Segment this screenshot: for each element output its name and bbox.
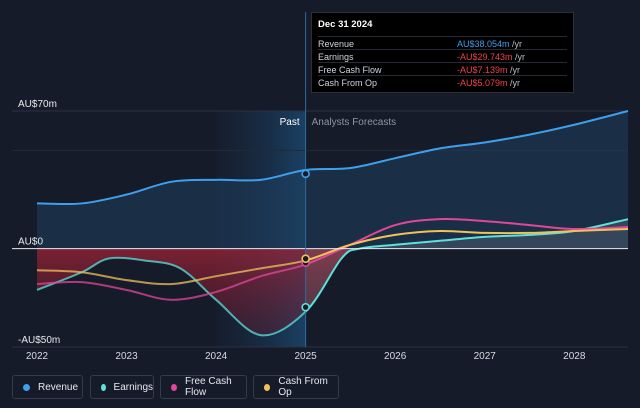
legend-item-revenue[interactable]: Revenue — [12, 375, 83, 399]
tooltip-value: -AU$7.139m /yr — [457, 65, 521, 75]
x-tick-label: 2024 — [205, 351, 228, 362]
tooltip-label: Free Cash Flow — [318, 65, 382, 75]
past-label: Past — [280, 117, 300, 128]
series-areas — [37, 111, 628, 336]
revenue-marker — [301, 169, 310, 179]
x-tick-label: 2028 — [563, 351, 586, 362]
tooltip-row-free-cash-flow: Free Cash Flow -AU$7.139m /yr — [318, 62, 567, 76]
earnings-forecast-line — [305, 218, 629, 313]
cash-from-op-marker — [301, 254, 310, 263]
legend-dot-icon — [101, 383, 106, 391]
x-tick-label: 2025 — [295, 351, 318, 362]
tooltip-label: Earnings — [318, 52, 354, 62]
tooltip-value: -AU$5.079m /yr — [457, 78, 521, 88]
legend-label: Free Cash Flow — [185, 376, 232, 398]
legend-label: Revenue — [38, 381, 79, 393]
x-tick-label: 2027 — [474, 351, 497, 362]
tooltip-row-earnings: Earnings -AU$29.743m /yr — [318, 49, 567, 63]
y-tick-label: -AU$50m — [18, 335, 60, 346]
x-tick-label: 2022 — [26, 351, 49, 362]
series-lines — [36, 110, 629, 337]
legend-item-free-cash-flow[interactable]: Free Cash Flow — [160, 375, 247, 399]
cash-from-op-forecast-line — [305, 228, 629, 262]
revenue-line — [36, 110, 629, 206]
x-tick-label: 2026 — [384, 351, 407, 362]
revenue-area — [37, 111, 628, 249]
y-axis-labels: AU$70m AU$0 -AU$50m — [18, 99, 60, 346]
earnings-past-line — [36, 256, 306, 337]
forecast-label: Analysts Forecasts — [312, 117, 396, 128]
legend-label: Cash From Op — [278, 376, 328, 398]
tooltip-row-revenue: Revenue AU$38.054m /yr — [318, 36, 567, 50]
free-cash-flow-forecast-line — [305, 218, 629, 266]
series-markers — [301, 169, 310, 312]
tooltip-value: -AU$29.743m /yr — [457, 52, 526, 62]
tooltip-value: AU$38.054m /yr — [457, 39, 523, 49]
free-cash-flow-past-line — [36, 263, 306, 301]
tooltip: Dec 31 2024 Revenue AU$38.054m /yr Earni… — [311, 12, 574, 93]
y-tick-label: AU$70m — [18, 99, 57, 110]
legend-item-earnings[interactable]: Earnings — [90, 375, 154, 399]
x-axis-labels: 2022 2023 2024 2025 2026 2027 2028 — [26, 351, 586, 362]
y-tick-label: AU$0 — [18, 237, 43, 248]
legend-dot-icon — [264, 383, 271, 391]
cash-from-op-past-line — [36, 259, 306, 286]
tooltip-label: Cash From Op — [318, 78, 378, 88]
tooltip-row-cash-from-op: Cash From Op -AU$5.079m /yr — [318, 75, 567, 89]
legend-item-cash-from-op[interactable]: Cash From Op — [253, 375, 339, 399]
earnings-marker — [301, 302, 310, 312]
x-tick-label: 2023 — [115, 351, 138, 362]
tooltip-title: Dec 31 2024 — [318, 19, 373, 30]
earnings-forecast-area — [305, 219, 628, 312]
legend-dot-icon — [171, 383, 178, 391]
tooltip-label: Revenue — [318, 39, 355, 49]
legend-dot-icon — [23, 383, 30, 391]
legend-label: Earnings — [113, 381, 153, 393]
